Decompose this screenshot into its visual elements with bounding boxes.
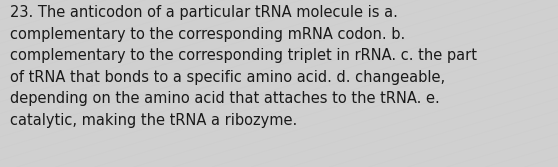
Text: 23. The anticodon of a particular tRNA molecule is a.
complementary to the corre: 23. The anticodon of a particular tRNA m…	[10, 5, 477, 128]
